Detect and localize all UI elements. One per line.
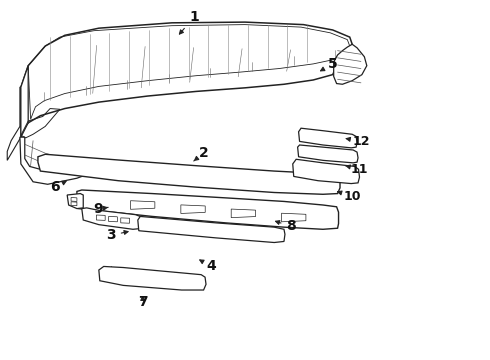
Text: 11: 11 bbox=[345, 163, 368, 176]
Polygon shape bbox=[71, 202, 77, 206]
Polygon shape bbox=[298, 128, 357, 148]
Polygon shape bbox=[121, 218, 129, 223]
Polygon shape bbox=[181, 205, 205, 213]
Polygon shape bbox=[97, 215, 105, 220]
Text: 12: 12 bbox=[346, 135, 370, 148]
Polygon shape bbox=[77, 190, 339, 229]
Polygon shape bbox=[282, 213, 306, 222]
Polygon shape bbox=[21, 66, 28, 137]
Polygon shape bbox=[99, 266, 206, 290]
Polygon shape bbox=[297, 145, 358, 163]
Polygon shape bbox=[71, 198, 77, 202]
Text: 10: 10 bbox=[338, 190, 361, 203]
Text: 5: 5 bbox=[320, 57, 338, 71]
Text: 4: 4 bbox=[200, 260, 216, 274]
Polygon shape bbox=[334, 44, 367, 84]
Polygon shape bbox=[130, 201, 155, 209]
Polygon shape bbox=[231, 209, 256, 218]
Polygon shape bbox=[109, 216, 117, 222]
Text: 2: 2 bbox=[194, 146, 208, 161]
Text: 1: 1 bbox=[179, 10, 199, 34]
Text: 7: 7 bbox=[138, 295, 147, 309]
Polygon shape bbox=[20, 137, 97, 184]
Text: 6: 6 bbox=[50, 180, 66, 194]
Polygon shape bbox=[138, 216, 285, 243]
Polygon shape bbox=[293, 159, 360, 184]
Polygon shape bbox=[7, 87, 21, 160]
Text: 3: 3 bbox=[106, 228, 128, 242]
Polygon shape bbox=[67, 194, 83, 208]
Polygon shape bbox=[82, 208, 142, 229]
Polygon shape bbox=[21, 22, 352, 137]
Text: 9: 9 bbox=[93, 202, 108, 216]
Text: 8: 8 bbox=[275, 220, 296, 233]
Polygon shape bbox=[38, 154, 340, 194]
